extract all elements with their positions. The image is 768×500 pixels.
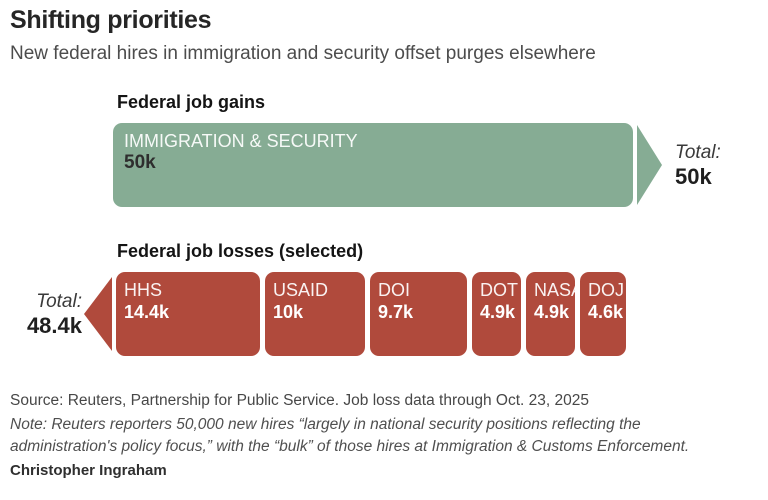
loss-bar-dot: DOT 4.9k — [472, 272, 521, 356]
loss-bar-hhs: HHS 14.4k — [116, 272, 260, 356]
gains-total-value: 50k — [675, 164, 712, 189]
gains-bar: IMMIGRATION & SECURITY 50k — [113, 123, 633, 207]
gains-arrow-right-icon — [637, 125, 662, 205]
loss-bar-value: 9.7k — [378, 302, 414, 322]
loss-bar-usaid: USAID 10k — [265, 272, 365, 356]
note-text-line1: Note: Reuters reporters 50,000 new hires… — [10, 416, 641, 433]
losses-total: Total: 48.4k — [10, 290, 82, 338]
loss-bars: HHS 14.4k USAID 10k DOI 9.7k DOT 4.9k NASA 4.9k DO… — [116, 272, 626, 356]
loss-bar-value: 4.9k — [480, 302, 516, 322]
loss-bar-label: DOJ — [588, 280, 624, 300]
losses-total-value: 48.4k — [26, 313, 82, 338]
source-text: Source: Reuters, Partnership for Public … — [10, 392, 589, 409]
loss-bar-nasa: NASA 4.9k — [526, 272, 584, 356]
byline: Christopher Ingraham — [10, 462, 167, 479]
loss-bar-label: DOI — [378, 280, 411, 300]
losses-row: Total: 48.4k HHS 14.4k USAID 10k DOI 9.7k DOT 4… — [10, 272, 626, 356]
gains-total-label: Total: — [675, 142, 721, 163]
losses-arrow-left-icon — [84, 277, 112, 351]
gains-row: IMMIGRATION & SECURITY 50k Total: 50k — [113, 123, 721, 207]
loss-bar-value: 14.4k — [124, 302, 170, 322]
losses-section-heading: Federal job losses (selected) — [117, 241, 364, 261]
loss-bar-label: USAID — [273, 280, 329, 300]
loss-bar-value: 10k — [273, 302, 304, 322]
losses-total-label: Total: — [36, 291, 82, 312]
loss-bar-doi: DOI 9.7k — [370, 272, 467, 356]
page-title: Shifting priorities — [10, 6, 212, 34]
loss-bar-value: 4.6k — [588, 302, 624, 322]
note-text-line2: administration's policy focus,” with the… — [10, 438, 690, 455]
loss-bar-label: NASA — [534, 280, 584, 300]
loss-bar-value: 4.9k — [534, 302, 570, 322]
loss-bar-doj: DOJ 4.6k — [580, 272, 626, 356]
gains-bar-value: 50k — [124, 152, 156, 173]
loss-bar-label: HHS — [124, 280, 163, 300]
page-subtitle: New federal hires in immigration and sec… — [10, 43, 596, 64]
loss-bar-label: DOT — [480, 280, 518, 300]
gains-total: Total: 50k — [675, 141, 721, 189]
gains-section-heading: Federal job gains — [117, 92, 266, 112]
gains-bar-label: IMMIGRATION & SECURITY — [124, 131, 358, 151]
